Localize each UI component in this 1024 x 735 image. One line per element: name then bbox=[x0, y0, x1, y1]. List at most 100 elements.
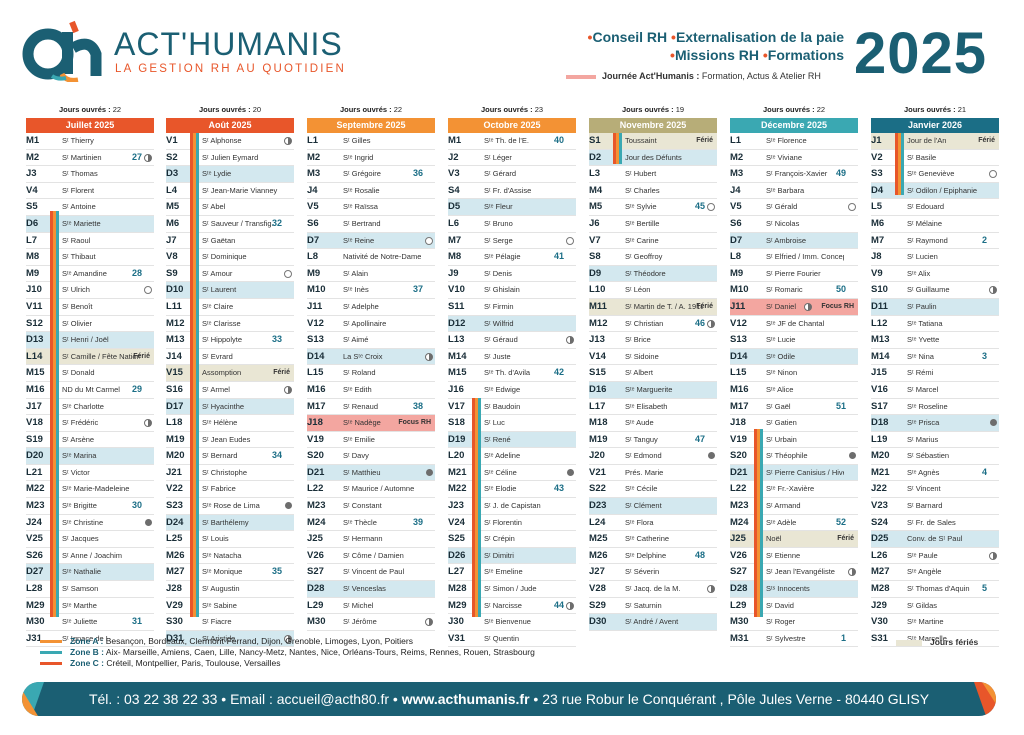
service-missions: Missions RH bbox=[674, 47, 759, 63]
saint-name: Sᵗ Christophe bbox=[202, 467, 248, 477]
saint-name: Sᵗ Jacques bbox=[62, 534, 99, 544]
working-days-value: 19 bbox=[675, 105, 685, 114]
day-row: V8 Sᵗ Dominique bbox=[166, 249, 294, 266]
working-days-count: Jours ouvrés : 22 bbox=[307, 105, 435, 118]
day-label: S30 bbox=[166, 616, 183, 628]
saint-name: Sᵗᵉ Elisabeth bbox=[625, 401, 668, 411]
day-label: D30 bbox=[589, 616, 607, 628]
service-conseil: Conseil RH bbox=[592, 29, 668, 45]
zone-a-holiday-bar bbox=[53, 211, 56, 617]
saint-name: Sᵗᵉ Ingrid bbox=[343, 152, 374, 162]
saint-name: Sᵗᵉ Hélène bbox=[202, 418, 238, 428]
saint-name: Sᵗ Gérard bbox=[484, 169, 517, 179]
day-label: V16 bbox=[871, 383, 888, 395]
day-row: V28 Sᵗ Jacq. de la M. bbox=[589, 581, 717, 598]
saint-name: Sᵗ Armel bbox=[202, 384, 230, 394]
day-label: D25 bbox=[871, 533, 889, 545]
day-row: S16 Sᵗ Armel bbox=[166, 382, 294, 399]
saint-name: Sᵗ Frédéric bbox=[62, 418, 99, 428]
saint-name: Sᵗᵉ Carine bbox=[625, 235, 659, 245]
saint-name: Sᵗ Ulrich bbox=[62, 285, 90, 295]
quarter-moon-icon bbox=[707, 585, 715, 594]
day-label: S12 bbox=[26, 317, 43, 329]
saint-name: Sᵗ Augustin bbox=[202, 584, 240, 594]
saint-name: Sᵗ Geoffroy bbox=[625, 252, 663, 262]
week-number: 39 bbox=[412, 516, 423, 527]
saint-name: Sᵗᵉ Marcelle bbox=[907, 633, 947, 643]
day-label: M20 bbox=[166, 450, 185, 462]
day-row: M4 Sᵗ Charles bbox=[589, 183, 717, 200]
day-label: J20 bbox=[589, 450, 605, 462]
day-row: J7 Sᵗ Gaëtan bbox=[166, 233, 294, 250]
day-label: L12 bbox=[871, 317, 888, 329]
day-row: J20 Sᵗ Edmond bbox=[589, 448, 717, 465]
day-label: J11 bbox=[730, 300, 746, 312]
saint-name: Sᵗ Thierry bbox=[62, 136, 94, 145]
day-row: D9 Sᵗ Théodore bbox=[589, 265, 717, 283]
saint-name: La Sᵗᵉ Croix bbox=[343, 351, 383, 361]
working-days-count: Jours ouvrés : 19 bbox=[589, 105, 717, 118]
footer-left-decoration-icon bbox=[22, 682, 44, 716]
saint-name: Sᵗ Maurice / Automne bbox=[343, 484, 415, 494]
day-label: S18 bbox=[448, 417, 465, 429]
day-label: M30 bbox=[307, 616, 326, 628]
day-label: M19 bbox=[589, 433, 608, 445]
saint-name: Sᵗ Samson bbox=[62, 584, 99, 594]
footer-website-link[interactable]: www.acthumanis.fr bbox=[401, 691, 530, 707]
day-label: J6 bbox=[589, 217, 600, 229]
day-label: M23 bbox=[26, 500, 45, 512]
saint-name: Sᵗ Nicolas bbox=[766, 218, 800, 228]
day-label: V10 bbox=[448, 284, 465, 296]
day-row: J16 Sᵗᵉ Edwige bbox=[448, 382, 576, 399]
day-label: V26 bbox=[730, 549, 747, 561]
day-row: J25 Noël Férié bbox=[730, 531, 858, 548]
feries-label: Jours fériés bbox=[930, 637, 979, 647]
day-label: M7 bbox=[448, 234, 462, 246]
day-row: M17 Sᵗ Gaël 51 bbox=[730, 399, 858, 416]
saint-name: Sᵗ Pierre Canisius / Hiver bbox=[766, 467, 844, 477]
day-label: J30 bbox=[448, 616, 464, 628]
day-row: M21 Sᵗᵉ Céline bbox=[448, 465, 576, 482]
day-row: M20 Sᵗ Sébastien bbox=[871, 448, 999, 465]
day-label: J18 bbox=[307, 417, 323, 429]
saint-name: Sᵗ Rémi bbox=[907, 368, 934, 378]
week-number: 46 bbox=[694, 317, 705, 328]
day-row: D28 Sᵗ Venceslas bbox=[307, 581, 435, 598]
day-row: S27 Sᵗ Jean l'Evangéliste bbox=[730, 564, 858, 582]
day-label: J15 bbox=[871, 367, 887, 379]
day-label: J25 bbox=[307, 533, 323, 545]
day-row: L15 Sᵗᵉ Ninon bbox=[730, 365, 858, 382]
saint-name: Sᵗ Jean l'Evangéliste bbox=[766, 567, 835, 577]
day-row: M7 Sᵗ Serge bbox=[448, 233, 576, 250]
day-label: M16 bbox=[307, 383, 326, 395]
saint-name: Sᵗ Florentin bbox=[484, 517, 522, 527]
saint-name: Nativité de Notre-Dame bbox=[343, 252, 421, 262]
saint-name: Sᵗᵉ Florence bbox=[766, 136, 807, 145]
saint-name: Sᵗ Jean-Marie Vianney bbox=[202, 185, 278, 195]
day-label: V18 bbox=[26, 417, 43, 429]
saint-name: Sᵗ Odilon / Epiphanie bbox=[907, 185, 978, 195]
day-label: M30 bbox=[730, 616, 749, 628]
day-label: M24 bbox=[307, 516, 326, 528]
week-number: 3 bbox=[981, 350, 987, 361]
zone-b-holiday-bar bbox=[901, 133, 904, 196]
full-moon-icon bbox=[144, 286, 152, 295]
day-label: L18 bbox=[166, 417, 183, 429]
day-label: L29 bbox=[307, 599, 324, 611]
day-label: J4 bbox=[307, 184, 318, 196]
saint-name: Sᵗᵉ Alix bbox=[907, 268, 931, 278]
saint-name: Sᵗ Hermann bbox=[343, 534, 383, 544]
day-label: J4 bbox=[730, 184, 741, 196]
day-row: J22 Sᵗ Vincent bbox=[871, 481, 999, 499]
day-row: M16 ND du Mt Carmel 29 bbox=[26, 382, 154, 399]
saint-name: Sᵗᵉ JF de Chantal bbox=[766, 318, 825, 328]
working-days-count: Jours ouvrés : 22 bbox=[730, 105, 858, 118]
month-days: S1 Toussaint Férié D2 Jour des Défunts L3 Sᵗ H… bbox=[589, 133, 717, 631]
day-label: J10 bbox=[26, 284, 42, 296]
saint-name: Sᵗᵉ Emilie bbox=[343, 434, 375, 444]
day-label: L25 bbox=[166, 533, 183, 545]
day-label: M1 bbox=[448, 135, 462, 146]
day-label: M2 bbox=[730, 151, 744, 163]
day-label: M21 bbox=[448, 466, 467, 478]
week-number: 47 bbox=[694, 433, 705, 444]
